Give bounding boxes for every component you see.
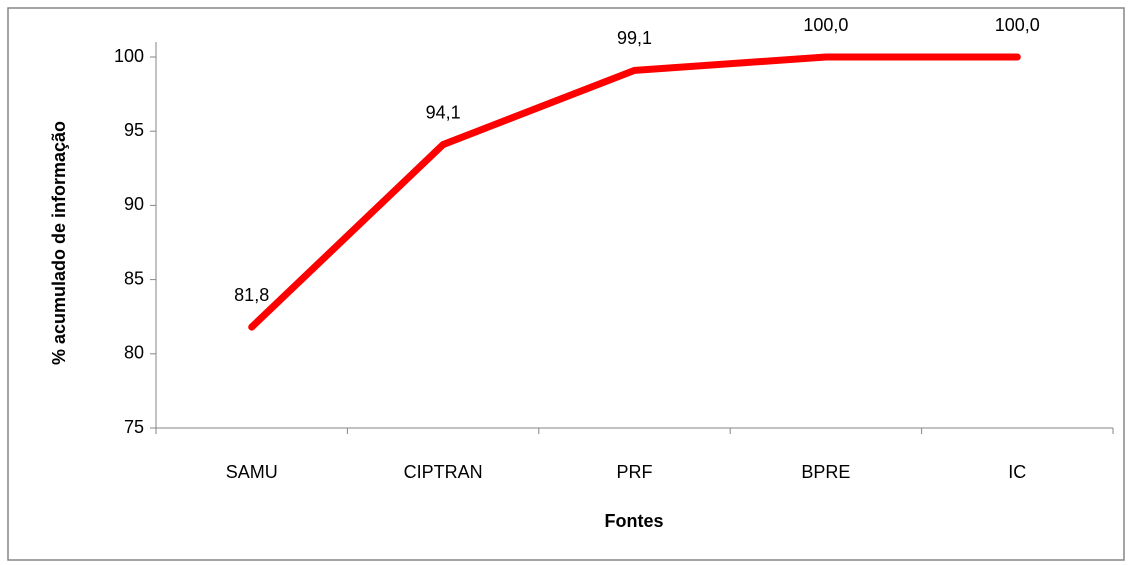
data-label: 94,1	[426, 102, 461, 122]
y-axis-title: % acumulado de informação	[49, 121, 69, 365]
y-tick-label: 90	[124, 194, 144, 214]
x-tick-label: CIPTRAN	[404, 462, 483, 482]
y-tick-label: 100	[114, 46, 144, 66]
line	[248, 53, 1021, 331]
y-tick-label: 75	[124, 417, 144, 437]
y-tick-label: 95	[124, 120, 144, 140]
x-tick-label: PRF	[617, 462, 653, 482]
data-label: 99,1	[617, 28, 652, 48]
x-tick-label: SAMU	[226, 462, 278, 482]
chart-frame	[7, 7, 1125, 561]
y-tick-label: 80	[124, 343, 144, 363]
data-label: 100,0	[803, 15, 848, 35]
x-tick-label: BPRE	[801, 462, 850, 482]
data-label: 81,8	[234, 285, 269, 305]
x-tick-label: IC	[1008, 462, 1026, 482]
x-axis-title: Fontes	[604, 511, 663, 531]
data-label: 100,0	[995, 15, 1040, 35]
y-tick-label: 85	[124, 268, 144, 288]
